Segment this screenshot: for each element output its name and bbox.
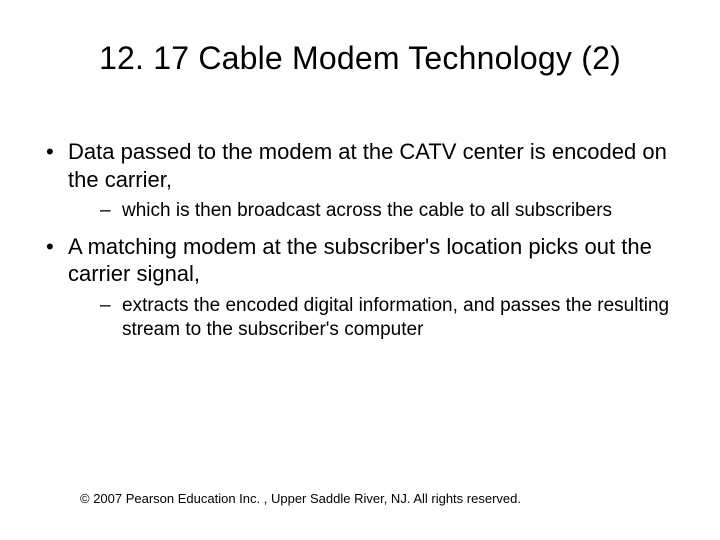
bullet-text: Data passed to the modem at the CATV cen… — [68, 139, 667, 192]
sub-bullet-list: extracts the encoded digital information… — [68, 294, 680, 342]
slide-body: Data passed to the modem at the CATV cen… — [40, 138, 680, 351]
list-item: Data passed to the modem at the CATV cen… — [40, 138, 680, 223]
slide-title: 12. 17 Cable Modem Technology (2) — [0, 40, 720, 77]
sub-bullet-list: which is then broadcast across the cable… — [68, 199, 680, 223]
bullet-list: Data passed to the modem at the CATV cen… — [40, 138, 680, 341]
list-item: extracts the encoded digital information… — [68, 294, 680, 342]
sub-bullet-text: which is then broadcast across the cable… — [122, 200, 612, 221]
list-item: A matching modem at the subscriber's loc… — [40, 233, 680, 342]
slide: 12. 17 Cable Modem Technology (2) Data p… — [0, 0, 720, 540]
sub-bullet-text: extracts the encoded digital information… — [122, 295, 669, 340]
copyright-footer: © 2007 Pearson Education Inc. , Upper Sa… — [80, 491, 521, 506]
list-item: which is then broadcast across the cable… — [68, 199, 680, 223]
bullet-text: A matching modem at the subscriber's loc… — [68, 234, 652, 287]
